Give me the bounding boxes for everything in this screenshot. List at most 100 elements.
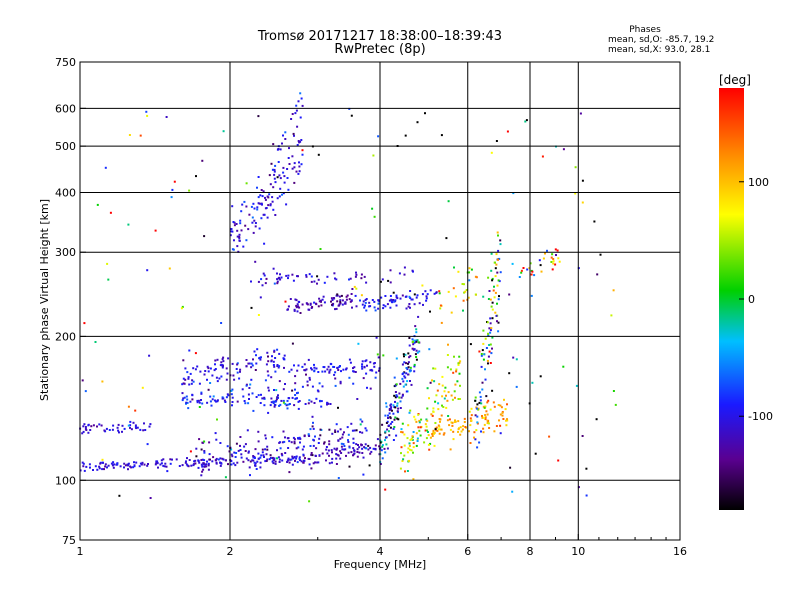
data-point [312, 438, 315, 441]
data-point [446, 354, 449, 356]
data-point [411, 435, 414, 438]
data-point [538, 259, 541, 262]
data-point [104, 166, 107, 169]
data-point [272, 186, 275, 189]
data-point [287, 397, 290, 399]
data-point [551, 253, 554, 256]
data-point [451, 424, 454, 427]
data-point [384, 430, 387, 433]
data-point [216, 418, 218, 421]
data-point [427, 434, 430, 437]
data-point [438, 428, 440, 431]
data-point [395, 294, 398, 297]
data-point [348, 298, 351, 301]
data-point [279, 177, 282, 180]
data-point [146, 443, 149, 446]
data-point [381, 278, 384, 281]
data-point [404, 353, 407, 356]
data-point [202, 462, 205, 465]
data-point [487, 355, 490, 358]
data-point [282, 192, 285, 195]
data-point [322, 295, 325, 298]
data-point [414, 325, 417, 328]
data-point [428, 448, 431, 451]
data-point [443, 432, 446, 435]
data-point [274, 164, 277, 167]
x-tick-label: 2 [227, 545, 234, 558]
data-point [207, 370, 210, 373]
data-point [157, 466, 159, 469]
data-point [224, 476, 227, 479]
data-point [297, 407, 300, 410]
data-point [298, 141, 301, 144]
data-point [299, 116, 302, 119]
data-point [79, 469, 82, 472]
data-point [417, 315, 420, 318]
data-point [388, 434, 391, 437]
data-point [433, 292, 436, 295]
data-point [480, 402, 483, 405]
data-point [132, 421, 135, 424]
data-point [260, 356, 262, 359]
data-point [124, 464, 127, 467]
data-point [282, 358, 285, 361]
data-point [284, 402, 287, 405]
data-point [350, 114, 353, 117]
data-point [276, 280, 279, 283]
data-point [250, 362, 253, 365]
data-point [224, 459, 227, 462]
data-point [330, 363, 333, 366]
data-point [326, 401, 329, 404]
data-point [270, 359, 273, 362]
data-point [441, 395, 444, 398]
data-point [230, 453, 233, 456]
data-point [393, 426, 396, 428]
data-point [579, 112, 582, 115]
data-point [359, 299, 361, 302]
data-point [468, 271, 470, 274]
data-point [138, 465, 141, 468]
data-point [116, 462, 119, 465]
data-point [425, 299, 428, 302]
data-point [464, 426, 467, 428]
data-point [257, 430, 260, 433]
data-point [428, 397, 430, 400]
data-point [123, 462, 126, 465]
data-point [339, 299, 342, 302]
data-point [469, 424, 472, 427]
data-point [293, 166, 296, 169]
data-point [431, 433, 434, 435]
data-point [300, 139, 303, 141]
data-point [408, 444, 411, 447]
data-point [411, 438, 414, 441]
data-point [214, 459, 217, 462]
data-point [178, 465, 181, 467]
data-point [286, 461, 289, 463]
data-point [476, 446, 479, 449]
data-point [424, 112, 426, 115]
data-point [357, 342, 360, 345]
data-point [273, 282, 276, 285]
data-point [398, 272, 401, 275]
data-point [539, 375, 542, 378]
data-point [365, 281, 368, 284]
data-point [303, 369, 306, 372]
data-point [222, 360, 225, 363]
data-point [146, 464, 149, 467]
data-point [581, 179, 584, 182]
data-point [387, 279, 390, 282]
data-point [282, 399, 285, 402]
data-point [299, 459, 301, 462]
data-point [238, 239, 241, 242]
data-point [348, 278, 350, 281]
data-point [368, 305, 371, 308]
data-point [293, 162, 296, 165]
data-point [496, 284, 499, 287]
data-point [211, 374, 214, 377]
data-point [312, 462, 315, 465]
data-point [308, 273, 311, 276]
data-point [267, 355, 269, 358]
data-point [392, 299, 395, 301]
data-point [462, 299, 465, 302]
data-point [259, 466, 262, 469]
